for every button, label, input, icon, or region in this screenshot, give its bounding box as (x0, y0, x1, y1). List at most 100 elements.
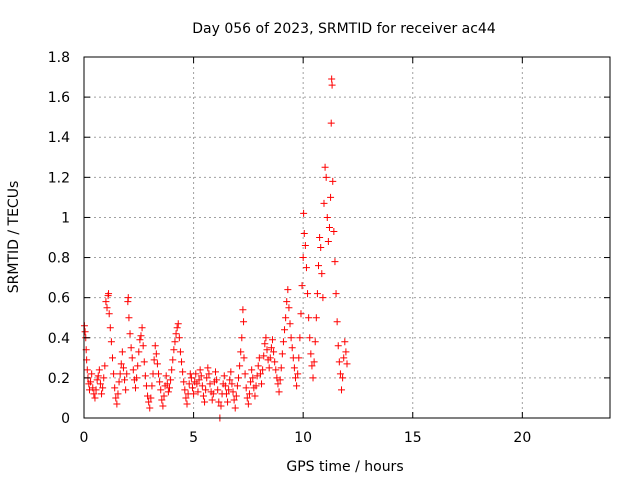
data-point (158, 396, 166, 404)
data-point (152, 350, 160, 358)
data-point (95, 366, 103, 374)
data-point (278, 350, 286, 358)
data-point (252, 382, 260, 390)
data-point (198, 382, 206, 390)
data-point (204, 364, 212, 372)
data-point (111, 384, 119, 392)
data-point (270, 348, 278, 356)
y-axis-label: SRMTID / TECUs (6, 181, 22, 294)
data-point (197, 372, 205, 380)
data-point (128, 354, 136, 362)
data-point (171, 338, 179, 346)
data-point (206, 380, 214, 388)
data-point (322, 173, 330, 181)
data-point (201, 398, 209, 406)
data-point (185, 380, 193, 388)
data-point (258, 380, 266, 388)
data-point (319, 294, 327, 302)
data-point (102, 298, 110, 306)
data-point (139, 342, 147, 350)
data-point (279, 338, 287, 346)
data-point (113, 400, 121, 408)
data-point (205, 370, 213, 378)
data-point (315, 262, 323, 270)
data-point (114, 390, 122, 398)
data-point (338, 386, 346, 394)
data-point (301, 242, 309, 250)
data-point (108, 354, 116, 362)
data-point (147, 394, 155, 402)
data-point (294, 370, 302, 378)
data-point (242, 384, 250, 392)
x-axis-label: GPS time / hours (286, 459, 403, 475)
data-point (214, 386, 222, 394)
data-point (254, 362, 262, 370)
data-point (106, 324, 114, 332)
data-point (248, 366, 256, 374)
data-point (239, 306, 247, 314)
data-point (150, 356, 158, 364)
data-point (157, 386, 165, 394)
y-tick-label: 1.2 (48, 170, 70, 186)
y-tick-label: 1 (61, 210, 70, 226)
data-point (307, 350, 315, 358)
data-point (282, 314, 290, 322)
data-point (145, 398, 153, 406)
data-point (115, 378, 123, 386)
data-point (283, 298, 291, 306)
data-point (220, 372, 228, 380)
data-point (125, 314, 133, 322)
data-point (83, 366, 91, 374)
data-point (298, 282, 306, 290)
data-point (116, 370, 124, 378)
data-point (101, 362, 109, 370)
data-point (333, 318, 341, 326)
data-point (267, 344, 275, 352)
data-point (151, 342, 159, 350)
data-point (342, 348, 350, 356)
data-point (237, 348, 245, 356)
x-tick-label: 0 (80, 430, 89, 446)
data-point (188, 384, 196, 392)
data-point (325, 223, 333, 231)
data-point (293, 382, 301, 390)
data-point (251, 392, 259, 400)
data-point (330, 227, 338, 235)
data-point (181, 386, 189, 394)
data-point (190, 390, 198, 398)
y-tick-label: 0.2 (48, 371, 70, 387)
data-point (213, 376, 221, 384)
data-point (98, 390, 106, 398)
data-point (229, 388, 237, 396)
data-point (180, 378, 188, 386)
data-point (286, 320, 294, 328)
data-point (208, 396, 216, 404)
data-point (170, 346, 178, 354)
data-point (241, 370, 249, 378)
data-point (103, 304, 111, 312)
data-point (96, 380, 104, 388)
data-point (327, 193, 335, 201)
data-point (318, 270, 326, 278)
data-point (202, 386, 210, 394)
data-point (291, 374, 299, 382)
data-point (302, 264, 310, 272)
data-point (238, 334, 246, 342)
data-point (317, 244, 325, 252)
y-tick-label: 0.4 (48, 331, 70, 347)
data-point (230, 396, 238, 404)
data-point (340, 354, 348, 362)
data-point (123, 370, 131, 378)
y-tick-label: 0 (61, 411, 70, 427)
data-point (262, 334, 270, 342)
data-point (175, 334, 183, 342)
data-point (215, 398, 223, 406)
data-point (133, 374, 141, 382)
y-tick-label: 1.8 (48, 50, 70, 66)
data-point (259, 366, 267, 374)
series-points (80, 75, 351, 422)
data-point (290, 364, 298, 372)
data-point (146, 404, 154, 412)
plot-frame (83, 56, 611, 419)
data-point (305, 314, 313, 322)
